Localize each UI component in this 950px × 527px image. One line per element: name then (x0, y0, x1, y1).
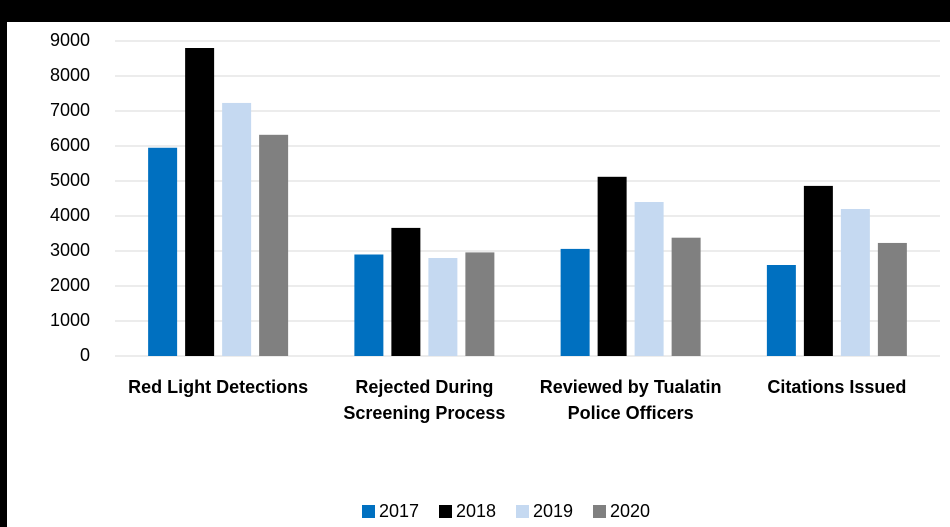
x-tick-label: Red Light Detections (128, 377, 309, 397)
legend-label: 2018 (456, 501, 496, 521)
y-tick-label: 1000 (50, 310, 90, 330)
bar (560, 248, 590, 356)
y-tick-label: 7000 (50, 100, 90, 120)
bar (354, 254, 384, 356)
y-tick-label: 6000 (50, 135, 90, 155)
bar (391, 227, 421, 356)
bar (148, 147, 178, 356)
y-tick-label: 9000 (50, 30, 90, 50)
bar (803, 185, 833, 356)
x-tick-label: Citations Issued (767, 377, 907, 397)
x-tick-label: Reviewed by Tualatin Police Officers (539, 377, 722, 423)
legend-swatch (516, 505, 529, 518)
y-tick-label: 2000 (50, 275, 90, 295)
legend-swatch (593, 505, 606, 518)
bar (634, 202, 664, 356)
bar (671, 237, 701, 356)
y-tick-label: 4000 (50, 205, 90, 225)
legend-label: 2020 (610, 501, 650, 521)
bar (877, 242, 907, 356)
bar (222, 102, 252, 356)
legend-swatch (439, 505, 452, 518)
bar (259, 134, 289, 356)
bar (428, 258, 458, 356)
y-tick-label: 3000 (50, 240, 90, 260)
y-tick-label: 0 (80, 345, 90, 365)
x-tick-label: Rejected During Screening Process (343, 377, 506, 423)
legend-swatch (362, 505, 375, 518)
bar (766, 265, 796, 356)
y-tick-label: 8000 (50, 65, 90, 85)
legend-label: 2017 (379, 501, 419, 521)
legend-label: 2019 (533, 501, 573, 521)
bar (840, 209, 870, 356)
bar (185, 48, 215, 356)
bar (465, 252, 495, 356)
bar (597, 176, 627, 356)
y-tick-label: 5000 (50, 170, 90, 190)
